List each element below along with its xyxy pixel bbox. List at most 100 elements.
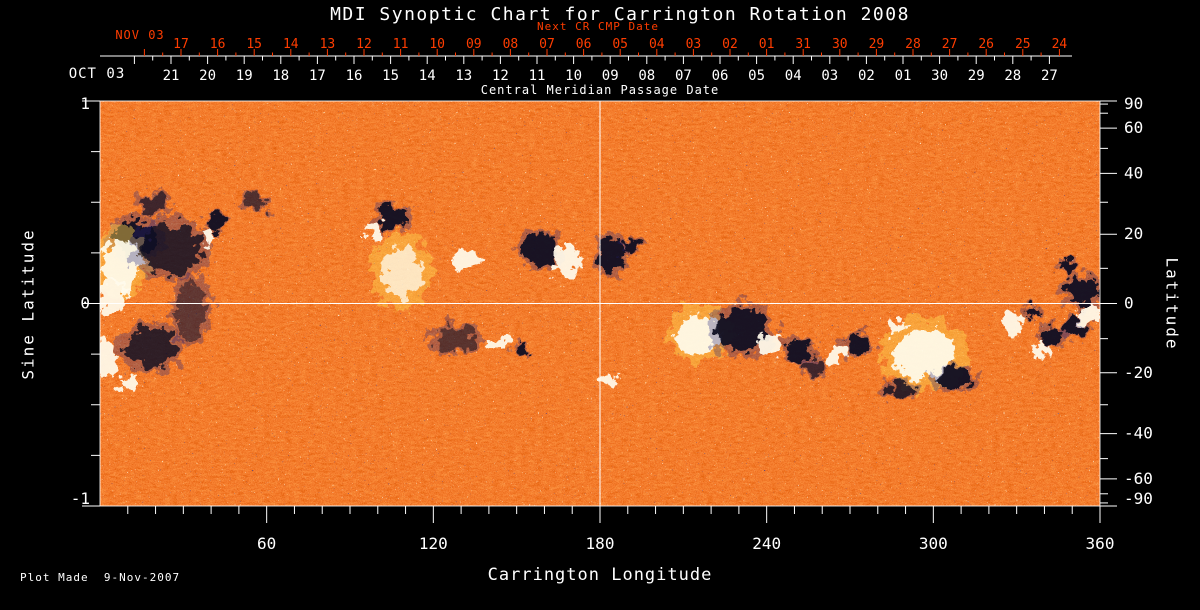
next-cr-day-label: 29: [869, 37, 885, 52]
chart-title: MDI Synoptic Chart for Carrington Rotati…: [330, 4, 910, 25]
active-region-negative: [239, 191, 272, 213]
active-region-negative: [929, 363, 979, 393]
next-cr-day-label: 14: [283, 37, 299, 52]
next-cr-day-label: 06: [576, 37, 592, 52]
cmp-day-label: 16: [346, 68, 363, 84]
active-region-positive: [116, 374, 141, 395]
bottom-tick-label: 180: [586, 534, 615, 553]
cmp-day-label: 14: [419, 68, 436, 84]
active-region-negative: [619, 235, 645, 254]
next-cr-day-label: 03: [686, 37, 702, 52]
active-region-negative: [798, 357, 831, 379]
active-regions: [100, 191, 1100, 400]
cmp-day-label: 10: [565, 68, 582, 84]
next-cr-day-label: 12: [356, 37, 372, 52]
axes: 17 16 15 14 13 12 11 10 09 08 07 06 05 04 03 02 01 31 30 29…: [71, 37, 1153, 553]
next-cr-day-label: 17: [173, 37, 189, 52]
active-region-negative: [1035, 322, 1069, 350]
active-region-positive: [366, 223, 385, 238]
cmp-day-label: 03: [821, 68, 838, 84]
bottom-tick-label: 240: [752, 534, 781, 553]
next-cr-day-label: 31: [795, 37, 811, 52]
magnetogram-image: [100, 101, 1100, 506]
right-tick-label: 0: [1124, 294, 1134, 313]
next-cr-day-label: 04: [649, 37, 665, 52]
bottom-tick-label: 360: [1086, 534, 1115, 553]
bottom-axis-title: Carrington Longitude: [487, 565, 713, 585]
right-tick-label: 40: [1124, 163, 1143, 182]
bottom-tick-label: 60: [257, 534, 276, 553]
active-region-positive: [200, 230, 217, 243]
next-cr-day-label: 28: [905, 37, 921, 52]
plot-made-footer: Plot Made 9-Nov-2007: [20, 571, 181, 584]
active-region-positive: [100, 277, 127, 318]
active-region-negative: [133, 192, 172, 217]
cmp-day-label: 29: [968, 68, 985, 84]
bottom-tick-label: 300: [919, 534, 948, 553]
cmp-day-label: 13: [455, 68, 472, 84]
cmp-day-label: 28: [1004, 68, 1021, 84]
active-region-positive: [450, 250, 477, 272]
cmp-day-label: 07: [675, 68, 692, 84]
active-region-positive: [487, 335, 508, 353]
right-axis-title: Latitude: [1162, 257, 1182, 351]
active-region-negative: [202, 211, 230, 234]
right-tick-label: -90: [1124, 489, 1153, 508]
right-tick-label: 90: [1124, 94, 1143, 113]
cmp-day-label: 11: [529, 68, 546, 84]
active-region-negative: [1059, 274, 1100, 309]
left-tick-label: 1: [80, 94, 90, 113]
active-region-negative: [512, 342, 534, 358]
cmp-day-label: 30: [931, 68, 948, 84]
cmp-date-axis-title: Central Meridian Passage Date: [480, 83, 720, 97]
active-region-positive: [100, 339, 119, 377]
active-region-positive: [885, 318, 904, 333]
right-tick-label: 20: [1124, 224, 1143, 243]
cmp-day-label: 06: [712, 68, 729, 84]
right-tick-label: -40: [1124, 424, 1153, 443]
right-tick-label: -20: [1124, 363, 1153, 382]
bottom-tick-label: 120: [419, 534, 448, 553]
next-cr-day-label: 02: [722, 37, 738, 52]
cmp-day-label: 12: [492, 68, 509, 84]
cmp-day-label: 19: [236, 68, 253, 84]
next-cr-day-label: 07: [539, 37, 555, 52]
cmp-day-label: 01: [895, 68, 912, 84]
next-cr-day-label: 27: [942, 37, 958, 52]
active-region-negative: [880, 378, 919, 400]
cmp-day-label: 15: [382, 68, 399, 84]
active-region-positive: [1076, 303, 1100, 324]
cmp-day-label: 18: [272, 68, 289, 84]
next-month-label: NOV 03: [115, 28, 165, 42]
active-region-negative: [370, 201, 415, 231]
cmp-day-label: 17: [309, 68, 326, 84]
next-cr-day-label: 25: [1015, 37, 1031, 52]
next-cr-cmp-date-label: Next CR CMP Date: [537, 20, 659, 33]
next-cr-day-label: 10: [429, 37, 445, 52]
next-cr-day-label: 15: [246, 37, 262, 52]
active-region-positive: [1033, 344, 1050, 357]
active-region-positive: [552, 242, 581, 280]
cmp-day-label: 21: [163, 68, 180, 84]
cmp-day-label: 02: [858, 68, 875, 84]
next-cr-day-label: 13: [320, 37, 336, 52]
cmp-day-label: 20: [199, 68, 216, 84]
active-region-negative: [515, 227, 565, 270]
next-cr-day-label: 01: [759, 37, 775, 52]
active-region-negative: [117, 321, 185, 375]
left-axis-title: Sine Latitude: [18, 228, 38, 380]
left-tick-label: -1: [71, 489, 90, 508]
active-region-negative: [170, 272, 212, 347]
active-region-negative: [1061, 317, 1089, 339]
active-region-positive: [1002, 311, 1023, 336]
left-tick-label: 0: [80, 294, 90, 313]
cmp-day-label: 27: [1041, 68, 1058, 84]
active-region-negative: [1018, 302, 1044, 321]
next-cr-day-label: 26: [978, 37, 994, 52]
cmp-day-label: 05: [748, 68, 765, 84]
right-tick-label: 60: [1124, 118, 1143, 137]
next-cr-day-label: 09: [466, 37, 482, 52]
next-cr-day-label: 16: [210, 37, 226, 52]
active-region-positive: [598, 374, 615, 387]
active-region-negative: [425, 324, 485, 356]
